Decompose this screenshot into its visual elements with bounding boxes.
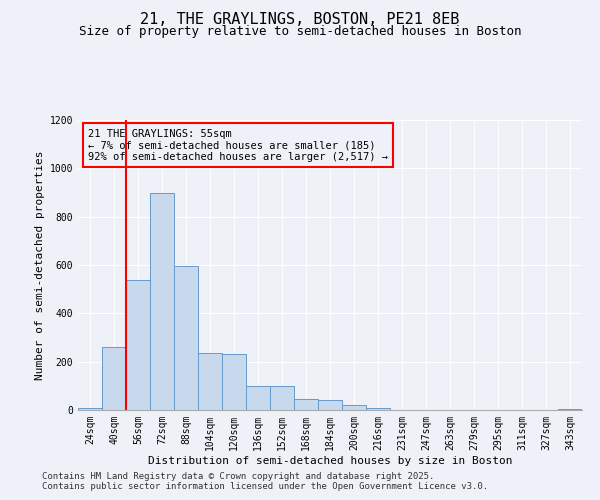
Bar: [150, 192, 174, 410]
Text: 21 THE GRAYLINGS: 55sqm
← 7% of semi-detached houses are smaller (185)
92% of se: 21 THE GRAYLINGS: 55sqm ← 7% of semi-det…: [88, 128, 388, 162]
Bar: [294, 399, 318, 410]
Y-axis label: Number of semi-detached properties: Number of semi-detached properties: [35, 150, 46, 380]
Bar: [318, 400, 342, 410]
Bar: [198, 353, 222, 410]
Text: Contains HM Land Registry data © Crown copyright and database right 2025.: Contains HM Land Registry data © Crown c…: [42, 472, 434, 481]
Bar: [342, 405, 366, 410]
Text: 21, THE GRAYLINGS, BOSTON, PE21 8EB: 21, THE GRAYLINGS, BOSTON, PE21 8EB: [140, 12, 460, 28]
Bar: [174, 266, 198, 410]
Bar: [102, 347, 126, 410]
Bar: [246, 386, 270, 410]
Bar: [558, 409, 582, 410]
Text: Size of property relative to semi-detached houses in Boston: Size of property relative to semi-detach…: [79, 25, 521, 38]
Bar: [222, 354, 246, 410]
Bar: [270, 386, 294, 410]
Bar: [366, 408, 390, 410]
Text: Contains public sector information licensed under the Open Government Licence v3: Contains public sector information licen…: [42, 482, 488, 491]
X-axis label: Distribution of semi-detached houses by size in Boston: Distribution of semi-detached houses by …: [148, 456, 512, 466]
Bar: [126, 280, 150, 410]
Bar: [78, 408, 102, 410]
